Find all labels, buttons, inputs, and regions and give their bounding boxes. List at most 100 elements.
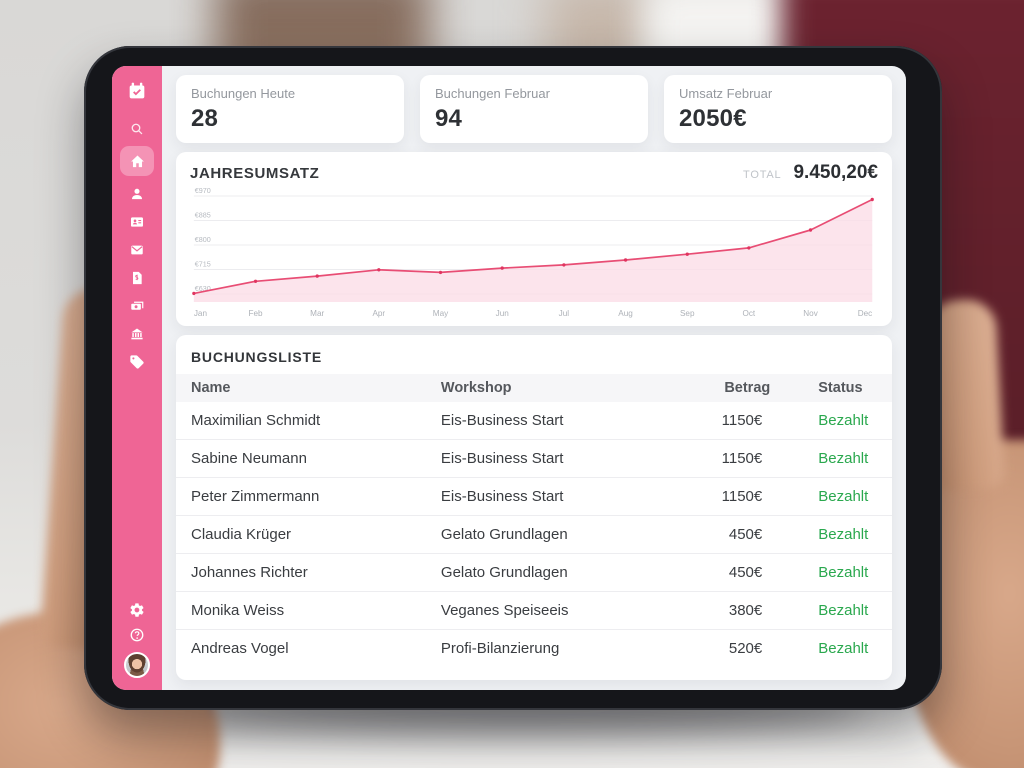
chart-total: TOTAL 9.450,20€ [743, 162, 878, 184]
cell-amount: 450€ [698, 515, 771, 554]
sidebar-nav [112, 118, 162, 372]
bookings-list-card: BUCHUNGSLISTE Name Workshop Betrag Statu… [176, 335, 892, 680]
sidebar-item-search[interactable] [120, 118, 154, 139]
sidebar-item-settings[interactable] [129, 602, 145, 618]
svg-text:Apr: Apr [372, 308, 385, 318]
svg-text:€970: €970 [195, 186, 211, 195]
total-value: 9.450,20€ [793, 162, 878, 183]
table-row[interactable]: Maximilian Schmidt Eis-Business Start 1150… [176, 402, 892, 440]
search-icon [129, 121, 145, 137]
cell-workshop: Gelato Grundlagen [440, 515, 699, 554]
svg-text:€800: €800 [195, 235, 211, 244]
svg-text:Jul: Jul [559, 308, 570, 318]
table-row[interactable]: Sabine Neumann Eis-Business Start 1150€ Bez… [176, 439, 892, 478]
cell-name: Monika Weiss [176, 591, 441, 630]
bank-building-icon [129, 326, 145, 342]
svg-text:Nov: Nov [803, 308, 818, 318]
bookings-list-title: BUCHUNGSLISTE [191, 349, 322, 365]
table-row[interactable]: Claudia Krüger Gelato Grundlagen 450€ Bezah… [176, 515, 892, 554]
cell-amount: 520€ [728, 640, 763, 657]
annual-revenue-card: JAHRESUMSATZ TOTAL 9.450,20€ €630 €715 €80… [176, 152, 892, 326]
cell-status: Bezahlt [770, 553, 892, 592]
cell-name: Johannes Richter [176, 553, 441, 592]
cell-status: Bezahlt [818, 640, 869, 657]
column-header-name: Name [191, 380, 231, 396]
table-row[interactable]: Monika Weiss Veganes Speiseeis 380€ Bezahlt [176, 591, 892, 630]
cell-status: Bezahlt [770, 439, 892, 478]
cell-status: Bezahlt [770, 402, 892, 440]
chart-header: JAHRESUMSATZ TOTAL 9.450,20€ [190, 162, 878, 184]
sidebar-item-bank[interactable] [120, 323, 154, 344]
table-row[interactable]: Johannes Richter Gelato Grundlagen 450€ Bez… [176, 553, 892, 592]
gear-icon [129, 602, 145, 618]
question-mark-icon [129, 627, 145, 643]
bookings-calendar-icon[interactable] [126, 80, 148, 102]
bookings-table-body: Maximilian Schmidt Eis-Business Start 1150… [176, 402, 892, 667]
table-row[interactable]: Andreas Vogel Profi-Bilanzierung 520€ Bezah… [176, 630, 892, 668]
sidebar-item-tag[interactable] [120, 351, 154, 372]
tablet-device: Buchungen Heute 28 Buchungen Februar 94 … [84, 46, 942, 710]
svg-text:Jan: Jan [194, 308, 208, 318]
contacts-card-icon [129, 214, 145, 230]
cell-name: Maximilian Schmidt [176, 402, 441, 440]
column-header-amount: Betrag [724, 380, 771, 396]
home-icon [129, 153, 146, 170]
sidebar-item-user[interactable] [120, 183, 154, 204]
stat-label: Buchungen Februar [435, 86, 550, 101]
column-header-status: Status [818, 380, 863, 396]
cell-status: Bezahlt [770, 515, 892, 554]
stat-card-revenue-february: Umsatz Februar 2050€ [664, 75, 892, 143]
svg-text:Dec: Dec [858, 308, 873, 318]
cell-amount: 380€ [698, 591, 771, 630]
stat-value: 2050€ [679, 105, 747, 132]
cell-status: Bezahlt [770, 591, 892, 630]
svg-text:Sep: Sep [680, 308, 695, 318]
svg-text:May: May [433, 308, 449, 318]
svg-text:€630: €630 [195, 284, 211, 293]
svg-text:Mar: Mar [310, 308, 324, 318]
invoice-document-icon [129, 270, 145, 286]
sidebar-item-help[interactable] [129, 627, 145, 643]
cell-amount: 1150€ [698, 477, 771, 516]
chart-title: JAHRESUMSATZ [190, 165, 320, 182]
main-content: Buchungen Heute 28 Buchungen Februar 94 … [162, 66, 906, 690]
total-label: TOTAL [743, 169, 782, 181]
svg-text:€715: €715 [195, 259, 211, 268]
revenue-area-chart: €630 €715 €800 €885 €970 Jan Feb Mar Apr May Jun Ju… [192, 186, 874, 318]
cell-status: Bezahlt [770, 477, 892, 516]
sidebar-item-money[interactable] [120, 295, 154, 316]
column-header-workshop: Workshop [440, 380, 512, 396]
cell-workshop: Eis-Business Start [440, 402, 699, 440]
cell-name: Peter Zimmermann [176, 477, 441, 516]
svg-text:Oct: Oct [743, 308, 756, 318]
stat-card-bookings-today: Buchungen Heute 28 [176, 75, 404, 143]
stat-label: Umsatz Februar [679, 86, 773, 101]
cell-workshop: Eis-Business Start [440, 477, 699, 516]
svg-text:Feb: Feb [248, 308, 262, 318]
svg-text:Jun: Jun [496, 308, 510, 318]
sidebar-item-home[interactable] [120, 146, 154, 176]
sidebar-item-contacts[interactable] [120, 211, 154, 232]
sidebar [112, 66, 162, 690]
sidebar-item-mail[interactable] [120, 239, 154, 260]
stat-value: 28 [191, 105, 219, 132]
svg-text:€885: €885 [195, 210, 211, 219]
cell-name: Andreas Vogel [191, 640, 289, 657]
cell-amount: 450€ [698, 553, 771, 592]
svg-text:Aug: Aug [618, 308, 633, 318]
cell-workshop: Veganes Speiseeis [440, 591, 699, 630]
mail-icon [129, 242, 145, 258]
cell-amount: 1150€ [698, 402, 771, 440]
cell-name: Sabine Neumann [176, 439, 441, 478]
stat-card-bookings-february: Buchungen Februar 94 [420, 75, 648, 143]
cell-workshop: Eis-Business Start [440, 439, 699, 478]
sidebar-item-invoice[interactable] [120, 267, 154, 288]
table-row[interactable]: Peter Zimmermann Eis-Business Start 1150€ B… [176, 477, 892, 516]
price-tag-icon [129, 354, 145, 370]
cell-amount: 1150€ [698, 439, 771, 478]
stat-label: Buchungen Heute [191, 86, 296, 101]
user-avatar-photo[interactable] [124, 652, 150, 678]
cell-workshop: Gelato Grundlagen [440, 553, 699, 592]
stats-row: Buchungen Heute 28 Buchungen Februar 94 … [176, 75, 892, 143]
bookings-table: Name Workshop Betrag Status Maximilian S… [176, 374, 892, 667]
